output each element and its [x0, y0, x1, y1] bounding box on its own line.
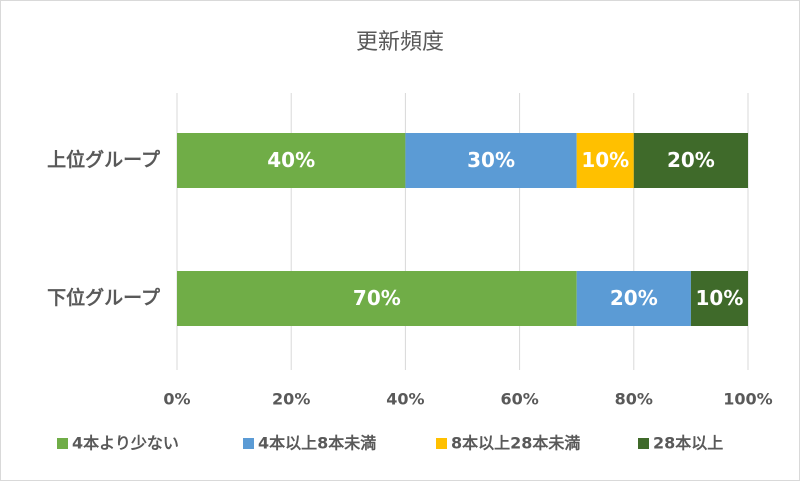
bar-segment	[177, 271, 577, 326]
bar-segment	[690, 271, 748, 326]
data-label: 10%	[696, 286, 744, 310]
data-label: 70%	[353, 286, 401, 310]
bar-segment	[576, 133, 634, 188]
x-tick-label: 60%	[500, 390, 538, 409]
legend-swatch	[243, 438, 254, 449]
data-label: 20%	[610, 286, 658, 310]
x-tick-label: 80%	[615, 390, 653, 409]
legend-swatch	[436, 438, 447, 449]
legend-label: 28本以上	[653, 434, 723, 453]
x-tick-label: 0%	[163, 390, 190, 409]
chart-title: 更新頻度	[356, 30, 444, 55]
y-tick-label: 上位グループ	[47, 148, 161, 171]
bar-segment	[405, 133, 577, 188]
legend-label: 4本より少ない	[72, 434, 179, 453]
x-tick-label: 20%	[272, 390, 310, 409]
bar-segment	[633, 133, 748, 188]
legend-label: 4本以上8本未満	[258, 434, 376, 453]
y-tick-label: 下位グループ	[47, 286, 161, 309]
x-tick-label: 100%	[723, 390, 772, 409]
x-tick-label: 40%	[386, 390, 424, 409]
legend-swatch	[638, 438, 649, 449]
legend-swatch	[57, 438, 68, 449]
data-label: 30%	[467, 148, 515, 172]
data-label: 20%	[667, 148, 715, 172]
bar-segment	[177, 133, 406, 188]
data-label: 40%	[267, 148, 315, 172]
data-label: 10%	[581, 148, 629, 172]
bar-segment	[576, 271, 691, 326]
legend-label: 8本以上28本未満	[451, 434, 580, 453]
